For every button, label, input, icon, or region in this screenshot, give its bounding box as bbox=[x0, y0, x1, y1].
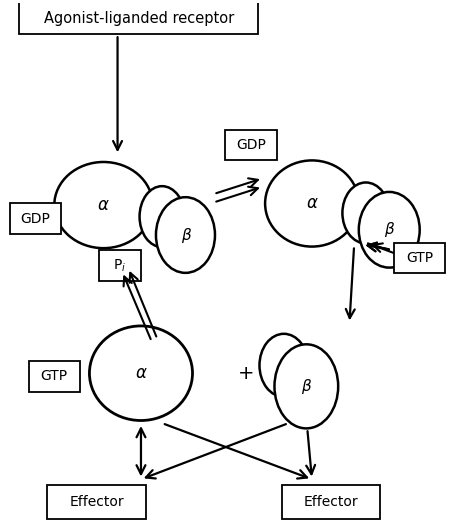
Text: β: β bbox=[384, 222, 394, 237]
Text: Effector: Effector bbox=[303, 495, 358, 509]
Ellipse shape bbox=[274, 344, 338, 429]
Ellipse shape bbox=[90, 326, 192, 421]
Text: Effector: Effector bbox=[69, 495, 124, 509]
Text: β: β bbox=[301, 379, 311, 394]
Ellipse shape bbox=[259, 334, 308, 397]
Ellipse shape bbox=[342, 183, 389, 243]
Text: α: α bbox=[136, 364, 146, 382]
Ellipse shape bbox=[265, 160, 359, 246]
Text: β: β bbox=[181, 227, 191, 243]
Text: α: α bbox=[98, 196, 109, 214]
Text: GTP: GTP bbox=[406, 251, 433, 265]
Text: Agonist-liganded receptor: Agonist-liganded receptor bbox=[44, 11, 234, 25]
Text: +: + bbox=[238, 364, 255, 383]
Text: α: α bbox=[307, 194, 318, 212]
FancyBboxPatch shape bbox=[19, 2, 258, 35]
Ellipse shape bbox=[359, 192, 419, 268]
Ellipse shape bbox=[55, 162, 153, 248]
Text: P$_i$: P$_i$ bbox=[113, 258, 127, 273]
FancyBboxPatch shape bbox=[47, 485, 146, 519]
FancyBboxPatch shape bbox=[225, 130, 277, 160]
Text: GTP: GTP bbox=[41, 370, 68, 383]
Ellipse shape bbox=[139, 186, 184, 247]
FancyBboxPatch shape bbox=[10, 203, 61, 234]
FancyBboxPatch shape bbox=[394, 243, 446, 273]
Text: GDP: GDP bbox=[236, 138, 266, 152]
FancyBboxPatch shape bbox=[28, 361, 80, 391]
Text: GDP: GDP bbox=[21, 212, 51, 226]
FancyBboxPatch shape bbox=[99, 250, 141, 281]
FancyBboxPatch shape bbox=[282, 485, 380, 519]
Ellipse shape bbox=[156, 197, 215, 273]
